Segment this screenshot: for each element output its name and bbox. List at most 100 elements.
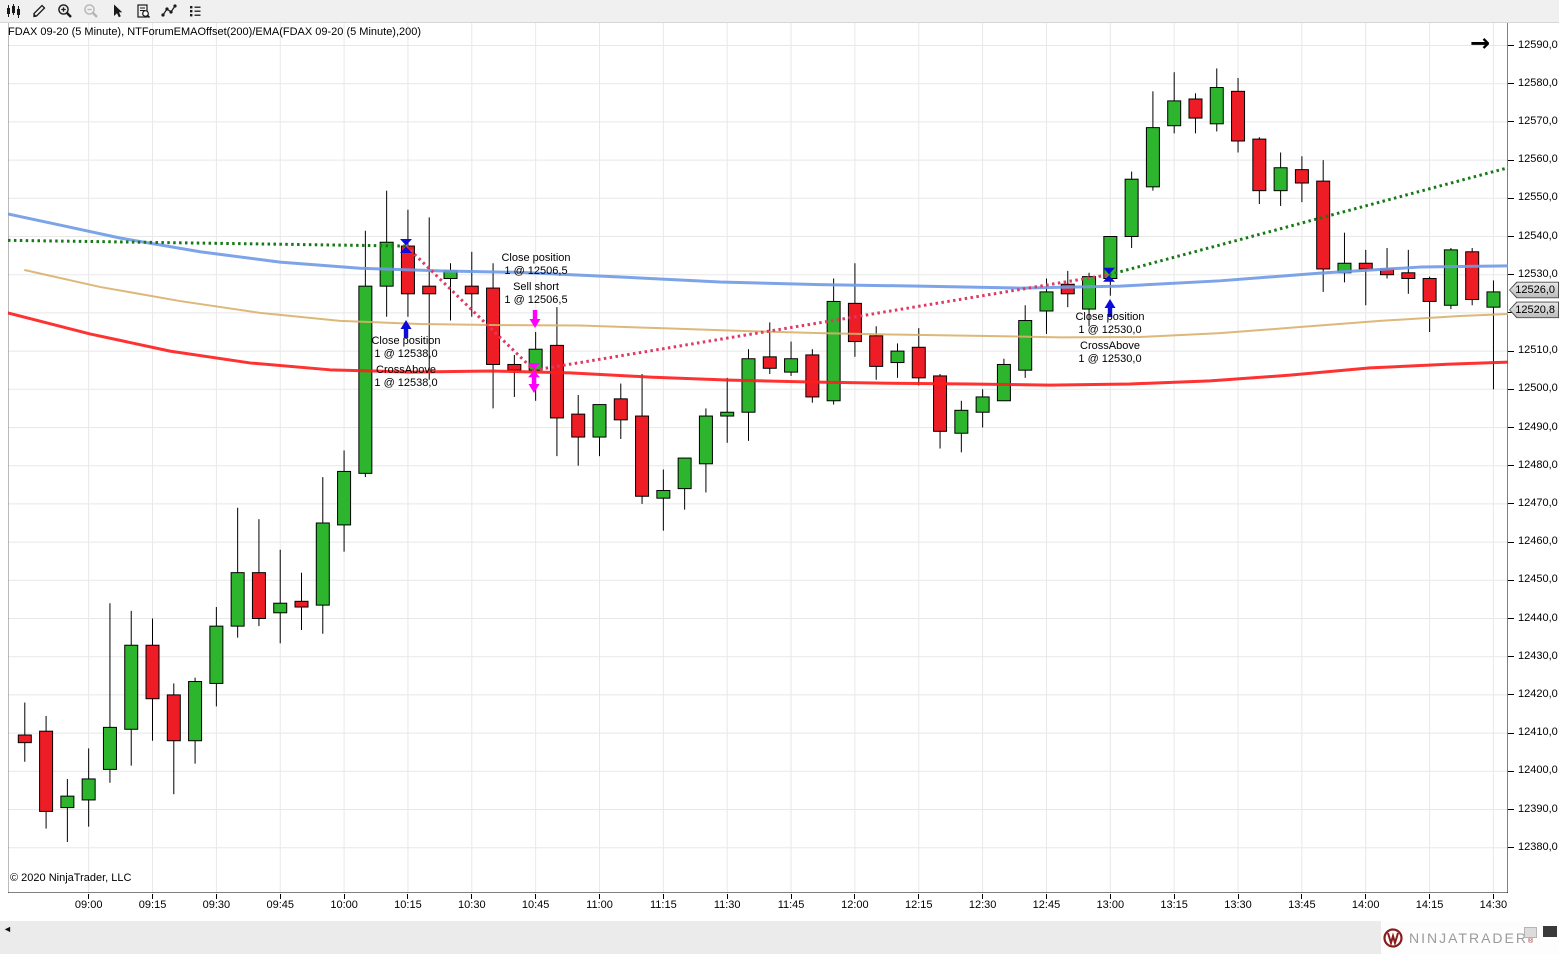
candle-body [656,490,671,499]
candle-body [1060,283,1075,295]
candle-body [1188,98,1203,119]
red-ema-line [8,311,1508,387]
price-tick [1508,770,1514,772]
candle-body [933,375,948,432]
price-tick-label: 12420,0 [1518,687,1558,700]
time-tick [1109,894,1111,899]
candle-body [1486,291,1501,308]
trade-annotation: Close position 1 @ 12530,0 CrossAbove 1 @ 1… [1075,311,1145,365]
resize-grip[interactable] [1543,926,1557,937]
candle-body [911,346,926,379]
chart-title: FDAX 09-20 (5 Minute), NTForumEMAOffset(… [8,26,422,38]
time-tick-label: 12:45 [1032,899,1061,911]
indicators-icon[interactable] [182,1,208,21]
time-tick-label: 14:15 [1415,899,1444,911]
time-tick-label: 10:45 [521,899,550,911]
draw-icon[interactable] [26,1,52,21]
time-tick [343,894,345,899]
logo-registered-mark: ® [1527,937,1534,945]
candle-body [720,411,735,417]
candle-body [1145,127,1160,188]
price-tick [1508,312,1514,314]
time-tick [1492,894,1494,899]
price-tick-label: 12490,0 [1518,420,1558,433]
trade-exec-marker [400,239,412,254]
candle-body [1465,251,1480,301]
candle-body [124,644,139,730]
candle-body [805,354,820,398]
chart-toolbar [0,0,1559,23]
time-tick [88,894,90,899]
candle-body [1422,278,1437,302]
candle-body [209,625,224,684]
trade-annotation: Close position 1 @ 12538,0 CrossAbove 1 @ 1… [371,335,441,389]
price-tick [1508,159,1514,161]
candle-body [741,358,756,413]
time-tick-label: 11:15 [649,899,677,911]
time-tick [1301,894,1303,899]
tan-ema-line [24,269,1508,339]
candlestick-chart-icon[interactable] [0,1,26,21]
time-tick [599,894,600,899]
buy-arrow-icon [1104,299,1116,317]
candle-body [17,734,32,744]
candle-body [1209,87,1224,125]
candle-body [81,778,96,801]
candle-body [507,363,522,371]
price-tick [1508,427,1514,428]
price-tick [1508,236,1514,237]
candle-body [1294,169,1309,184]
time-tick-label: 13:45 [1288,899,1316,911]
chart-trader-icon[interactable] [130,1,156,21]
candle-body [784,358,799,373]
price-tick [1508,656,1514,658]
scroll-left-arrow[interactable]: ◄ [3,924,12,934]
time-tick-label: 12:30 [968,899,997,911]
candle-body [1039,291,1054,312]
price-tick [1508,618,1514,619]
price-tick [1508,388,1514,390]
candle-body [847,302,862,343]
price-tick-label: 12410,0 [1518,726,1558,739]
trade-line-win [1108,166,1508,277]
time-tick-label: 09:00 [74,899,103,911]
go-to-last-bar-arrow-icon[interactable]: → [1470,29,1490,57]
price-tick-label: 12480,0 [1518,458,1558,471]
data-series-icon[interactable] [156,1,182,21]
time-tick [535,894,537,899]
time-tick-label: 12:00 [841,899,869,911]
candle-body [1401,272,1416,280]
price-tick [1508,45,1514,46]
time-tick [790,894,792,899]
price-chart-plot[interactable]: → [8,23,1508,893]
time-tick [1237,894,1239,899]
price-tick [1508,350,1514,352]
time-tick [854,894,856,899]
time-tick-label: 13:15 [1160,899,1188,911]
cursor-icon[interactable] [104,1,130,21]
candle-body [1167,100,1182,127]
candle-body [698,415,713,465]
time-tick-label: 11:00 [586,899,613,911]
time-tick-label: 14:00 [1351,899,1380,911]
time-tick [471,894,473,899]
candle-body [337,470,352,526]
trade-line-win [8,238,407,248]
candle-body [1316,180,1331,270]
corner-button[interactable] [1524,927,1537,938]
bottom-scrollbar[interactable]: ◄ NINJATRADER ® [0,921,1559,954]
candle-body [1082,276,1097,310]
zoom-in-icon[interactable] [52,1,78,21]
price-tick [1508,847,1514,849]
candle-body [1231,90,1246,142]
time-tick [1045,894,1047,899]
price-tick [1508,465,1514,467]
candle-body [379,241,394,287]
price-tick-label: 12570,0 [1518,114,1558,127]
price-tick [1508,694,1514,696]
price-tick-label: 12450,0 [1518,573,1558,586]
price-tick-label: 12580,0 [1518,76,1558,89]
price-tick-label: 12430,0 [1518,649,1558,662]
price-tick-label: 12540,0 [1518,229,1558,242]
candle-body [1443,249,1458,306]
